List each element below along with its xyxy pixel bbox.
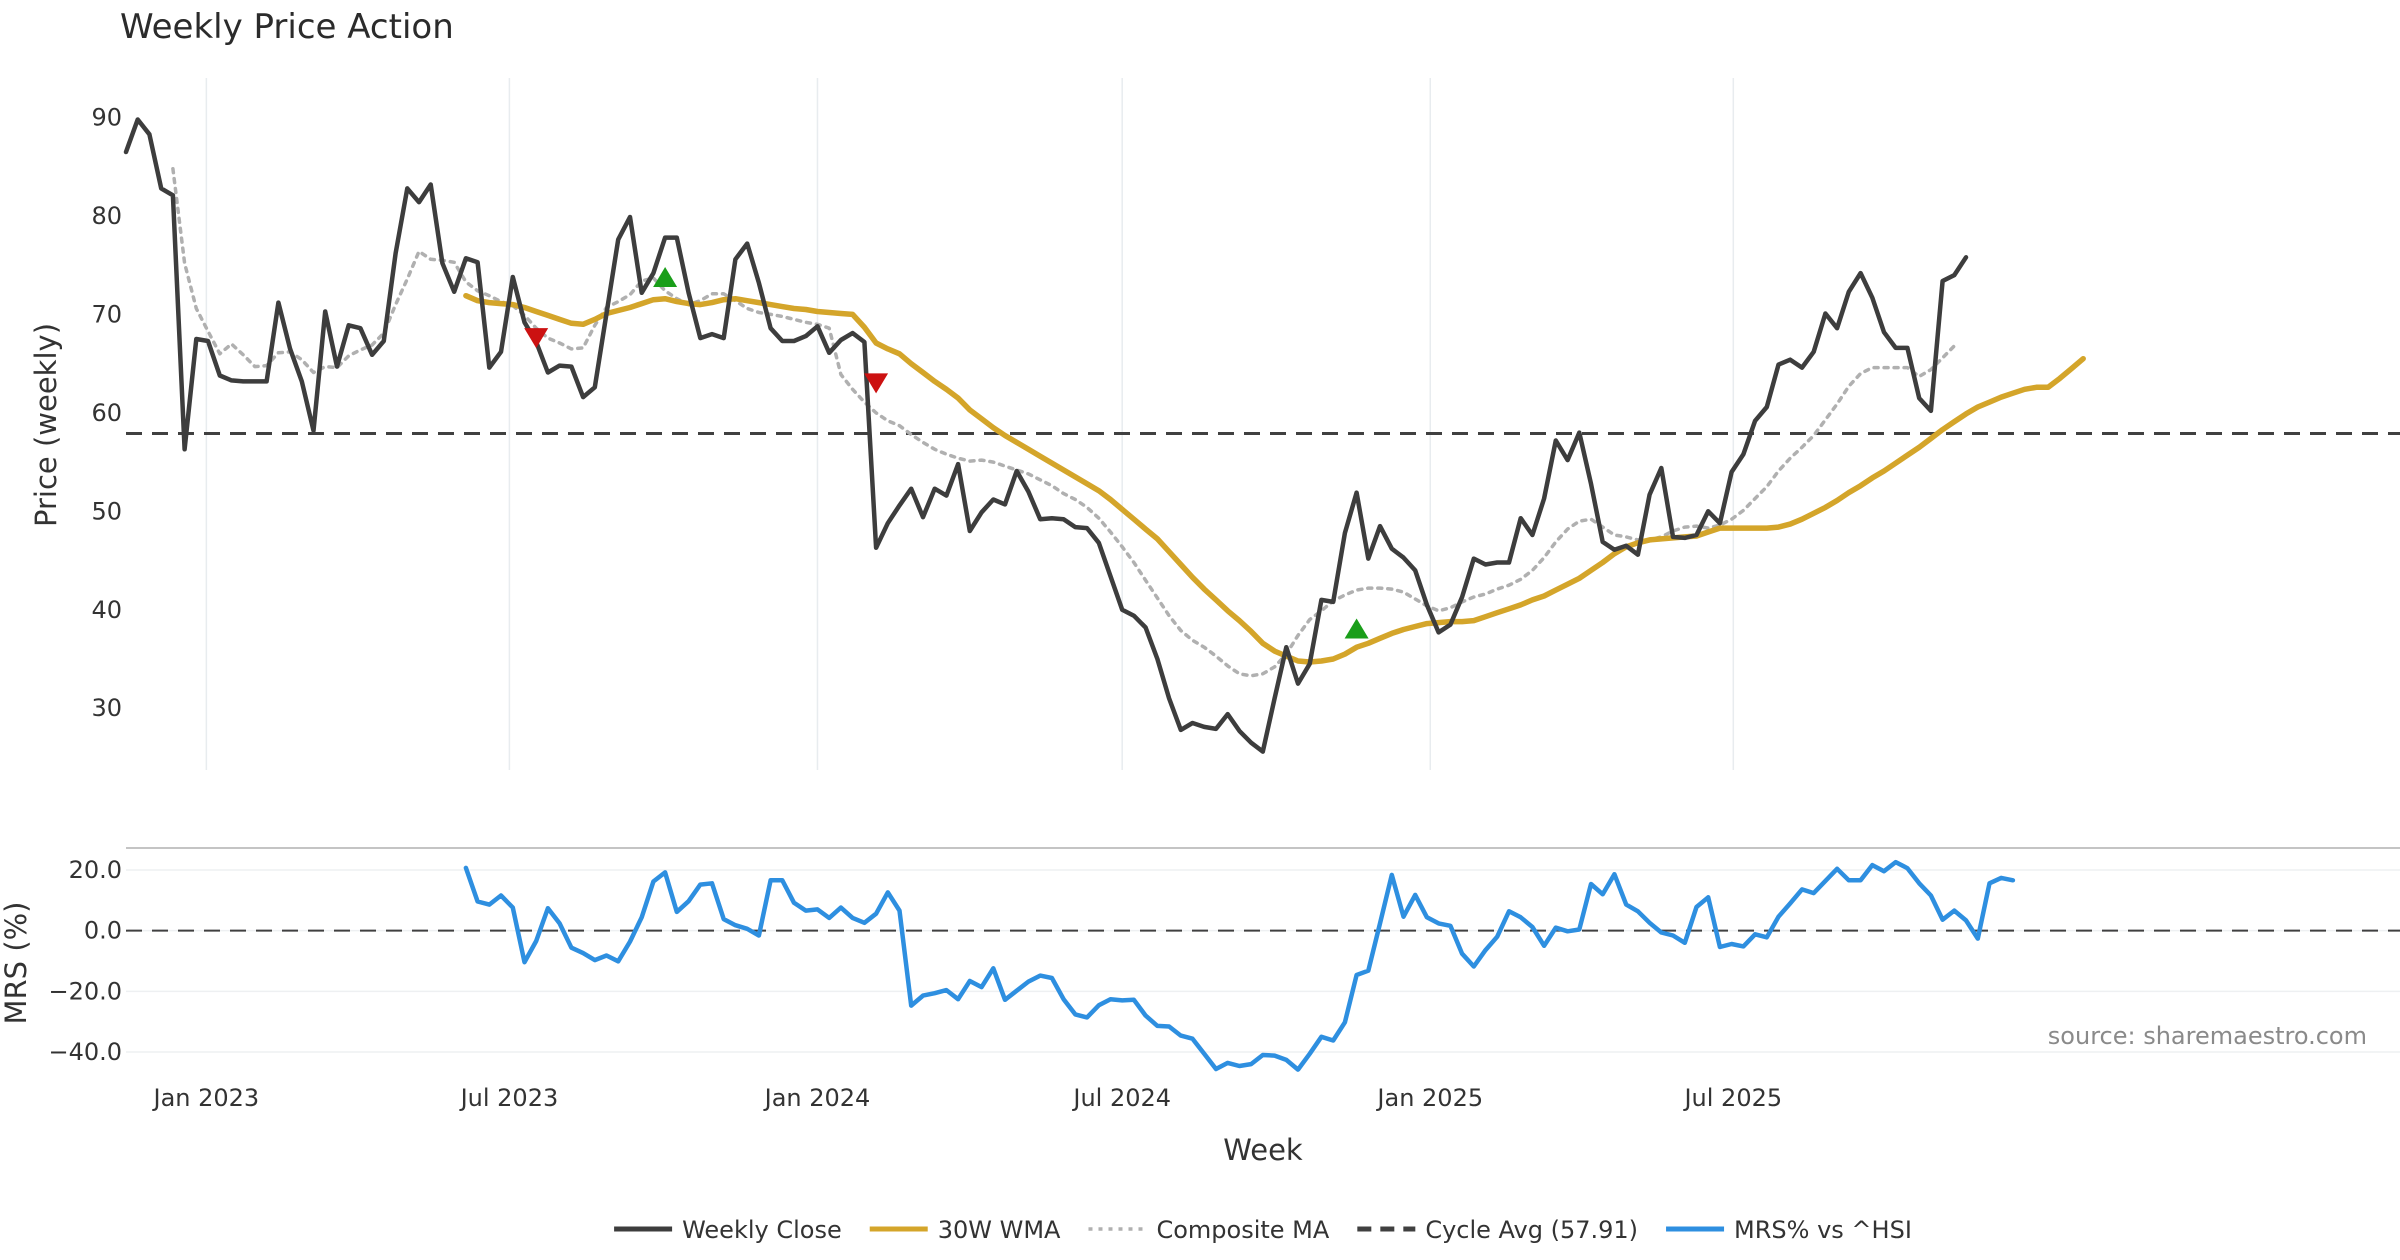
price-y-tick-label: 80: [91, 202, 122, 230]
30w-wma-series: [463, 292, 2086, 665]
legend-item: Weekly Close: [614, 1216, 842, 1244]
legend-item: Cycle Avg (57.91): [1357, 1216, 1638, 1244]
legend-label: Composite MA: [1156, 1216, 1329, 1244]
price-y-tick-label: 70: [91, 300, 122, 328]
x-tick-label: Jul 2024: [1071, 1084, 1171, 1112]
price-y-tick-label: 30: [91, 694, 122, 722]
legend-item: Composite MA: [1088, 1216, 1330, 1244]
mrs-panel: 20.0 0.0 −20.0 −40.0 MRS (%): [0, 847, 2400, 1072]
price-y-axis-label: Price (weekly): [29, 323, 63, 527]
sell-signal-marker: [864, 373, 889, 394]
x-tick-label: Jul 2025: [1682, 1084, 1782, 1112]
price-y-tick-label: 40: [91, 596, 122, 624]
weekly-close-series: [123, 117, 1969, 754]
x-tick-label: Jan 2024: [763, 1084, 871, 1112]
legend-item: MRS% vs ^HSI: [1666, 1216, 1912, 1244]
mrs-y-tick-label: −40.0: [48, 1038, 122, 1066]
legend-label: Cycle Avg (57.91): [1425, 1216, 1638, 1244]
mrs-vs-hsi-series: [463, 859, 2016, 1072]
legend: Weekly Close 30W WMA Composite MA Cycle Avg…: [614, 1216, 1912, 1244]
x-tick-label: Jan 2025: [1375, 1084, 1483, 1112]
source-note: source: sharemaestro.com: [2048, 1022, 2367, 1050]
mrs-y-tick-label: −20.0: [48, 977, 122, 1005]
x-tick-label: Jul 2023: [459, 1084, 559, 1112]
x-tick-label: Jan 2023: [152, 1084, 260, 1112]
chart-title: Weekly Price Action: [120, 7, 454, 47]
price-y-tick-label: 60: [91, 399, 122, 427]
price-y-tick-label: 90: [91, 104, 122, 132]
x-axis-label: Week: [1223, 1133, 1303, 1167]
mrs-y-tick-label: 0.0: [84, 917, 122, 945]
legend-label: MRS% vs ^HSI: [1734, 1216, 1912, 1244]
mrs-y-axis-label: MRS (%): [0, 902, 33, 1025]
price-y-tick-label: 50: [91, 497, 122, 525]
buy-signal-marker: [653, 267, 678, 288]
legend-label: Weekly Close: [682, 1216, 842, 1244]
x-axis: Jan 2023 Jul 2023 Jan 2024 Jul 2024 Jan 2025…: [152, 1084, 1783, 1112]
sell-signal-marker: [524, 328, 549, 349]
buy-signal-marker: [1344, 618, 1369, 639]
mrs-y-tick-label: 20.0: [69, 856, 122, 884]
legend-item: 30W WMA: [869, 1216, 1061, 1244]
legend-label: 30W WMA: [938, 1216, 1061, 1244]
price-panel: 30 40 50 60 70 80 90 Price (weekly): [29, 78, 2400, 770]
